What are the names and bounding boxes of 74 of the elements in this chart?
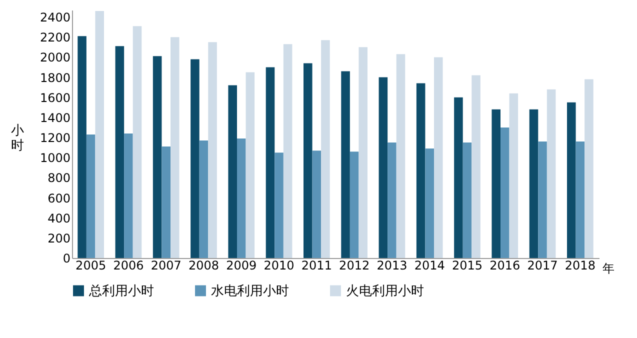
y-tick-label: 800 [48,171,70,186]
x-tick-label: 2017 [527,258,558,272]
bar [152,56,162,258]
x-tick-label: 2018 [564,258,596,272]
bar [350,152,359,258]
bar [266,67,275,258]
x-tick-label: 2005 [76,258,106,272]
x-tick-label: 2015 [452,258,483,272]
y-tick-label: 2000 [40,50,70,65]
x-tick-label: 2013 [376,258,408,272]
bar [341,71,350,258]
x-tick-label: 2010 [264,258,294,272]
bar [378,77,388,258]
y-tick-label: 2400 [40,10,70,25]
x-tick-label: 2009 [226,258,257,272]
bar [86,134,96,258]
bar [312,150,322,258]
y-tick-label: 1200 [40,131,70,146]
bar [462,142,472,258]
x-tick-label: 2006 [113,258,144,272]
bar [576,142,585,258]
legend-label: 水电利用小时 [211,284,289,299]
x-tick-label: 2016 [490,258,520,272]
bar [78,36,86,258]
bar [304,63,312,258]
bar [567,102,576,258]
x-tick-label: 2007 [150,258,182,272]
y-tick-label: 0 [62,252,70,266]
x-tick-label: 2012 [339,258,370,272]
bar [246,72,255,258]
bar [492,109,500,258]
bar [274,152,284,258]
bar [529,109,538,258]
bar [434,57,443,258]
legend-label: 总利用小时 [88,284,154,299]
bar [584,79,594,258]
bar [190,59,200,258]
y-axis-title: 小时 [11,124,24,154]
y-tick-label: 600 [48,191,70,206]
bar [95,11,104,258]
y-tick-label: 400 [48,211,70,226]
bar [500,127,510,258]
bar [416,83,426,258]
y-tick-label: 200 [48,231,70,246]
bar [115,46,124,258]
bar [546,89,556,258]
y-tick-label: 1800 [40,70,70,85]
bar [208,42,217,258]
bar [321,40,330,258]
bar [228,85,237,258]
bar [170,37,180,258]
y-tick-label: 2200 [40,30,70,45]
x-axis-title: 年 [602,262,614,276]
x-tick-label: 2011 [301,258,332,272]
x-tick-label: 2008 [188,258,220,272]
bar [509,93,518,258]
bar [199,140,208,258]
bar [388,142,396,258]
bar [454,97,463,258]
bar [358,47,368,258]
bar [162,146,170,258]
y-tick-label: 1600 [40,90,70,105]
legend-label: 火电利用小时 [346,284,424,299]
bar [396,54,406,258]
bar [124,134,133,258]
y-tick-label: 1400 [40,110,70,125]
x-tick-label: 2014 [414,258,445,272]
bar [472,75,480,258]
bar [132,26,142,258]
y-tick-label: 1000 [40,151,70,166]
bar [425,148,434,258]
bar [538,142,547,258]
bar [237,138,246,258]
bar [283,44,292,258]
